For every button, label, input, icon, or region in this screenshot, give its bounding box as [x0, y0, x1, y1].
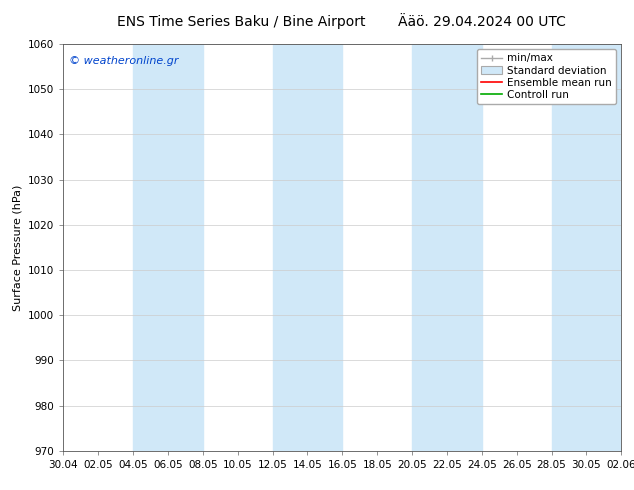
Legend: min/max, Standard deviation, Ensemble mean run, Controll run: min/max, Standard deviation, Ensemble me…: [477, 49, 616, 104]
Text: ENS Time Series Baku / Bine Airport: ENS Time Series Baku / Bine Airport: [117, 15, 365, 29]
Text: Ääö. 29.04.2024 00 UTC: Ääö. 29.04.2024 00 UTC: [398, 15, 566, 29]
Bar: [133, 44, 203, 451]
Bar: [412, 44, 482, 451]
Bar: [552, 44, 621, 451]
Text: © weatheronline.gr: © weatheronline.gr: [69, 56, 179, 66]
Y-axis label: Surface Pressure (hPa): Surface Pressure (hPa): [13, 184, 23, 311]
Bar: [273, 44, 342, 451]
